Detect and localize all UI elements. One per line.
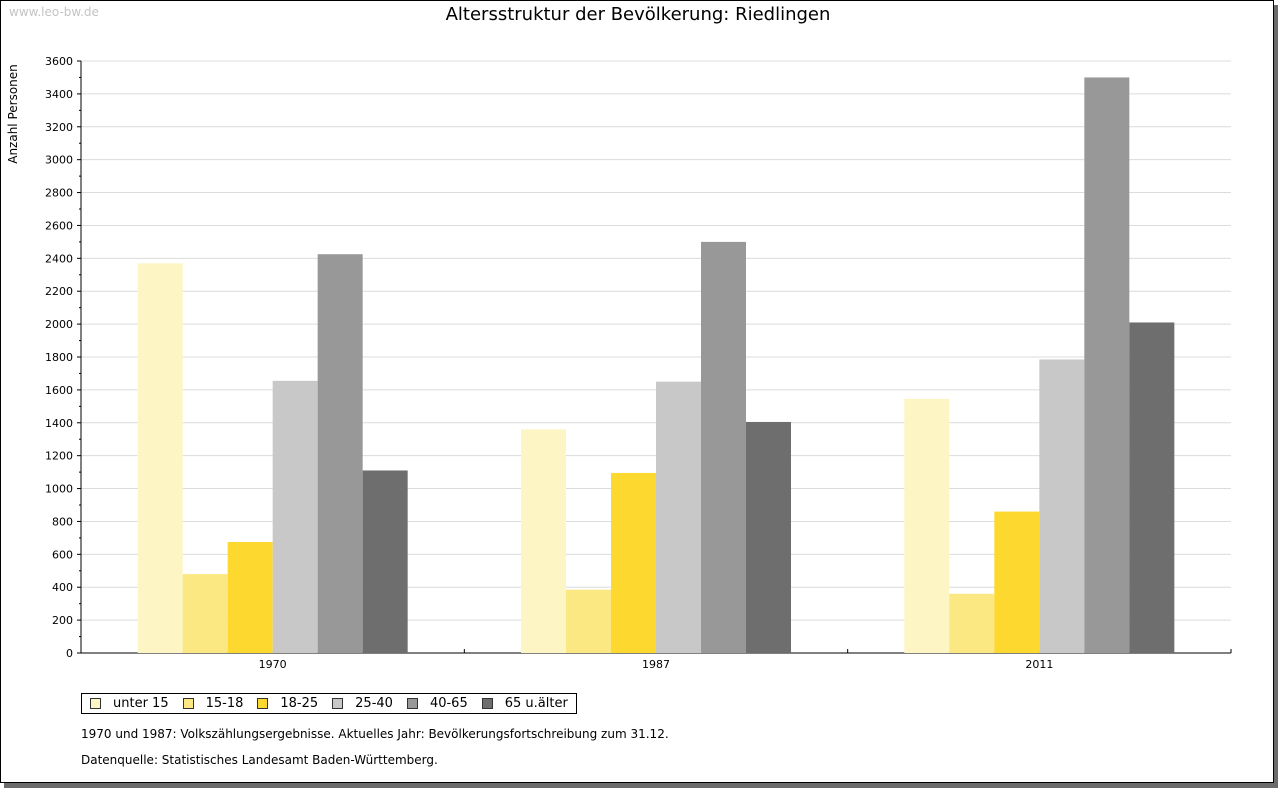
legend-entry: 25-40 [332,696,393,711]
y-tick-label: 3000 [45,154,73,167]
bar-2011-18-25 [994,511,1040,653]
legend-swatch [406,698,418,709]
footnote-source-years: 1970 und 1987: Volkszählungsergebnisse. … [81,727,669,741]
legend-swatch [90,698,101,709]
y-tick-label: 800 [52,515,73,528]
y-tick-label: 1600 [45,384,73,397]
bar-1987-65-u-lter [746,421,791,653]
legend-label: 65 u.älter [504,696,568,711]
y-tick-label: 3400 [45,88,73,101]
y-tick-label: 2400 [45,252,73,265]
bar-1987-25-40 [656,381,701,653]
legend-entry: 15-18 [182,696,244,711]
bar-1970-15-18 [182,574,228,653]
footnote-data-source: Datenquelle: Statistisches Landesamt Bad… [81,753,438,767]
watermark: www.leo-bw.de [9,5,99,19]
y-axis-label: Anzahl Personen [6,64,20,164]
bar-1987-40-65 [701,241,746,653]
x-tick-label: 1987 [642,658,670,671]
bar-2011-25-40 [1039,359,1085,653]
y-tick-label: 200 [52,614,73,627]
bar-2011-unter-15 [904,398,950,653]
y-tick-label: 2600 [45,219,73,232]
y-tick-label: 2000 [45,318,73,331]
bar-2011-40-65 [1084,77,1130,653]
legend-label: 18-25 [280,696,319,711]
legend-entry: 18-25 [257,696,318,711]
bar-1970-unter-15 [137,263,183,653]
chart-legend: unter 15 15-18 18-25 25-40 40-65 65 u.älter [81,693,577,714]
legend-label: unter 15 [113,696,169,711]
y-tick-label: 600 [52,548,73,561]
bar-1970-25-40 [272,380,318,653]
y-tick-label: 400 [52,581,73,594]
legend-swatch [332,698,344,709]
y-tick-label: 2200 [45,285,73,298]
bar-1987-18-25 [611,472,656,653]
y-tick-label: 1800 [45,351,73,364]
y-tick-label: 1000 [45,483,73,496]
legend-swatch [182,698,194,709]
bar-1970-65-u-lter [362,470,408,653]
bar-2011-15-18 [949,593,995,653]
bar-1987-15-18 [566,589,611,653]
bar-1987-unter-15 [521,429,566,653]
legend-label: 15-18 [205,696,244,711]
y-tick-label: 1200 [45,450,73,463]
legend-entry: 40-65 [406,696,468,711]
bar-1970-18-25 [227,542,273,653]
y-tick-label: 3200 [45,121,73,134]
legend-label: 40-65 [429,696,468,711]
legend-entry: 65 u.älter [481,696,568,711]
x-tick-label: 1970 [259,658,287,671]
x-tick-label: 2011 [1025,658,1053,671]
legend-entry: unter 15 [90,696,169,711]
y-tick-label: 0 [66,647,73,660]
y-tick-label: 2800 [45,187,73,200]
bar-chart: 0 200 400 600 800 1000 1200 1400 1600 1800 2000 220… [6,55,1232,671]
y-tick-label: 1400 [45,417,73,430]
bar-2011-65-u-lter [1129,322,1175,653]
y-tick-label: 3600 [45,55,73,68]
legend-swatch [481,698,493,709]
legend-swatch [257,698,269,709]
legend-label: 25-40 [355,696,393,711]
bar-1970-40-65 [317,254,363,653]
chart-title: Altersstruktur der Bevölkerung: Riedling… [445,4,831,25]
